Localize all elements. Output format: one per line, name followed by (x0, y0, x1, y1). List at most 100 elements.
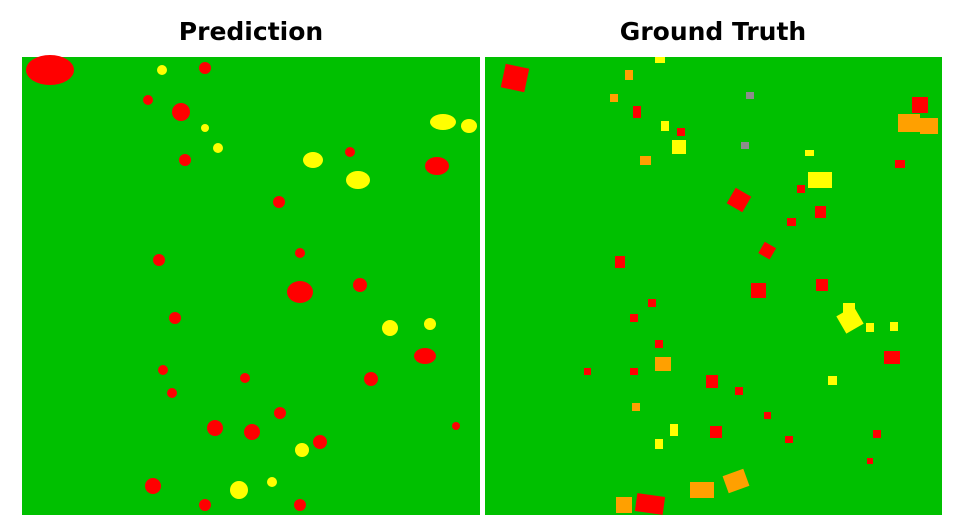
region (207, 420, 223, 436)
region (500, 63, 530, 93)
region (610, 94, 618, 102)
region (303, 152, 323, 168)
region (890, 322, 898, 331)
region (797, 185, 805, 193)
region (722, 468, 750, 494)
regions-yellow (157, 65, 477, 499)
regions-red (26, 55, 460, 511)
region (230, 481, 248, 499)
region (169, 312, 181, 324)
region (710, 426, 722, 438)
region (179, 154, 191, 166)
region (805, 150, 814, 156)
region (461, 119, 477, 133)
region (741, 142, 749, 149)
region (873, 430, 881, 438)
region (26, 55, 74, 85)
regions-orange (610, 70, 938, 513)
region (244, 424, 260, 440)
region (584, 368, 591, 375)
region (430, 114, 456, 130)
region (912, 97, 928, 113)
region (199, 62, 211, 74)
region (895, 160, 905, 168)
region (726, 187, 752, 213)
region (843, 303, 855, 313)
prediction-map (22, 55, 480, 515)
region (346, 171, 370, 189)
region (785, 436, 793, 443)
region (213, 143, 223, 153)
regions-gray (741, 92, 754, 149)
region (364, 372, 378, 386)
region (382, 320, 398, 336)
region (867, 458, 873, 464)
region (655, 439, 663, 449)
region (424, 318, 436, 330)
region (145, 478, 161, 494)
region (677, 128, 685, 136)
region (345, 147, 355, 157)
region (414, 348, 436, 364)
region (625, 70, 633, 80)
region (655, 357, 671, 371)
region (884, 351, 900, 364)
region (787, 218, 796, 226)
region (287, 281, 313, 303)
region (153, 254, 165, 266)
panel-title: Prediction (179, 17, 323, 46)
region (808, 172, 832, 188)
background (22, 57, 480, 515)
region (425, 157, 449, 175)
region (920, 118, 938, 134)
region (648, 299, 656, 307)
region (274, 407, 286, 419)
background (485, 57, 942, 515)
region (866, 323, 874, 332)
region (294, 499, 306, 511)
region (735, 387, 743, 395)
ground-truth-map (485, 57, 942, 515)
region (815, 206, 826, 218)
region (764, 412, 771, 419)
region (758, 241, 777, 260)
region (267, 477, 277, 487)
region (630, 368, 638, 375)
regions-red (500, 63, 928, 515)
region (295, 443, 309, 457)
region (670, 424, 678, 436)
region (898, 114, 920, 132)
region (295, 248, 305, 258)
region (199, 499, 211, 511)
region (313, 435, 327, 449)
region (172, 103, 190, 121)
region (452, 422, 460, 430)
region (240, 373, 250, 383)
panel-title: Ground Truth (620, 17, 806, 46)
divider (480, 57, 485, 515)
region (633, 106, 641, 118)
region (157, 65, 167, 75)
region (672, 140, 686, 154)
region (615, 256, 625, 268)
region (630, 314, 638, 322)
region (751, 283, 766, 298)
region (201, 124, 209, 132)
region (616, 497, 632, 513)
region (158, 365, 168, 375)
region (828, 376, 837, 385)
region (634, 493, 666, 515)
region (746, 92, 754, 99)
region (690, 482, 714, 498)
region (353, 278, 367, 292)
region (167, 388, 177, 398)
region (655, 57, 665, 63)
region (836, 306, 864, 334)
region (661, 121, 669, 131)
region (706, 375, 718, 388)
region (655, 340, 663, 348)
region (273, 196, 285, 208)
region (143, 95, 153, 105)
region (640, 156, 651, 165)
